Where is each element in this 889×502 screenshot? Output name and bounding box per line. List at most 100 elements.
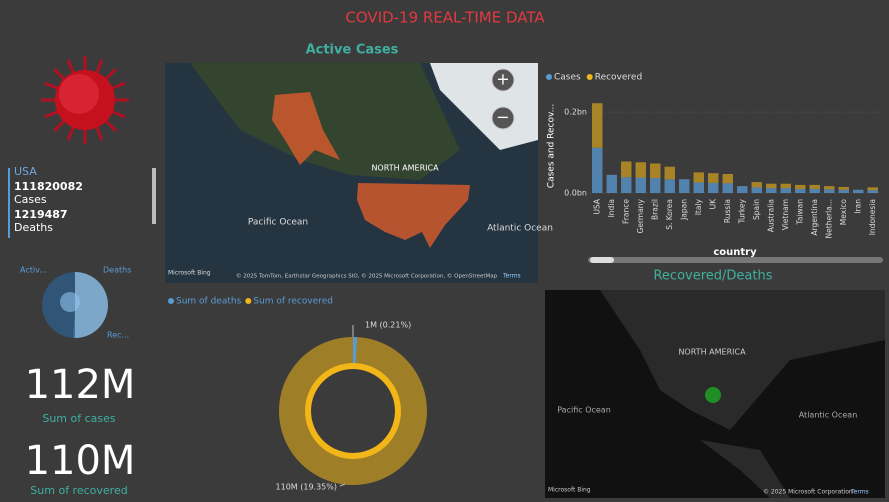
map-alaska xyxy=(272,92,340,165)
bar xyxy=(867,190,878,193)
highlight-ring xyxy=(305,363,401,459)
credit: © 2025 Microsoft Corporation xyxy=(763,489,853,496)
scrollbar[interactable] xyxy=(152,168,156,224)
donut-slice xyxy=(278,337,427,485)
scroll-thumb[interactable] xyxy=(590,257,614,263)
x-tick-label: Mexico xyxy=(839,199,848,226)
bar xyxy=(621,177,632,193)
kpi-value: 112M xyxy=(25,362,136,408)
country: USA xyxy=(14,165,37,178)
accent xyxy=(8,168,10,238)
terms[interactable]: Terms xyxy=(850,489,869,496)
pie-label: Deaths xyxy=(103,266,131,275)
bar xyxy=(708,173,719,183)
x-tick-label: Taiwan xyxy=(795,199,804,226)
zoom-in[interactable] xyxy=(491,68,515,92)
x-tick-label: Australia xyxy=(766,199,775,232)
kpi-value: 110M xyxy=(25,438,136,484)
legend-label: Sum of deaths xyxy=(176,297,242,307)
x-tick-label: Germany xyxy=(636,198,645,233)
x-tick-label: Spain xyxy=(752,199,761,220)
data-label: 1M (0.21%) xyxy=(365,321,411,330)
bar xyxy=(766,183,777,189)
pie-label: Activ... xyxy=(20,266,47,275)
virus-icon xyxy=(41,56,129,144)
x-tick-label: Netherla... xyxy=(824,199,833,238)
terms[interactable]: Terms xyxy=(502,273,521,280)
bar xyxy=(606,174,617,193)
bar xyxy=(592,103,603,148)
bar xyxy=(751,182,762,188)
bar xyxy=(693,182,704,193)
x-tick-label: Russia xyxy=(723,199,732,223)
bar xyxy=(693,172,704,183)
bar xyxy=(795,188,806,193)
map-land xyxy=(600,290,885,430)
legend-swatch xyxy=(168,298,174,304)
kpi-label: Sum of recovered xyxy=(30,484,127,497)
x-tick-label: Japan xyxy=(679,199,688,221)
pie-slice xyxy=(72,305,75,338)
bar xyxy=(722,173,733,184)
pie-center xyxy=(60,292,80,312)
ocean-label: Pacific Ocean xyxy=(557,406,611,415)
zoom-out-label[interactable]: − xyxy=(496,108,509,127)
bar xyxy=(635,162,646,178)
legend-label: Cases xyxy=(554,73,581,83)
map-title: Active Cases xyxy=(306,43,399,58)
donut-slice xyxy=(353,337,358,370)
bar xyxy=(650,163,661,179)
credit: © 2025 TomTom, Earthstar Geographics SIO… xyxy=(236,273,498,280)
x-tick-label: S. Korea xyxy=(665,199,674,230)
bar xyxy=(751,187,762,193)
x-tick-label: Turkey xyxy=(737,198,746,224)
cases-label: Cases xyxy=(14,193,47,206)
bar xyxy=(650,178,661,193)
brand: Microsoft Bing xyxy=(168,270,211,277)
x-axis-label: country xyxy=(713,247,757,258)
bar xyxy=(853,189,864,193)
bar xyxy=(838,189,849,193)
pie-label: Rec... xyxy=(107,331,129,340)
bar xyxy=(780,183,791,189)
bar xyxy=(809,188,820,193)
legend-swatch xyxy=(586,74,593,80)
scrollbar[interactable] xyxy=(588,257,883,263)
map-land xyxy=(700,440,790,498)
x-tick-label: Italy xyxy=(694,198,703,215)
x-tick-label: UK xyxy=(708,198,717,209)
zoom-in-label[interactable]: + xyxy=(496,70,509,89)
map-land xyxy=(190,63,460,180)
y-axis-label: Cases and Recov... xyxy=(547,104,557,188)
region-label: NORTH AMERICA xyxy=(371,164,439,173)
ocean-label: Pacific Ocean xyxy=(248,218,308,228)
map-bubble[interactable] xyxy=(705,387,721,403)
bar xyxy=(809,184,820,189)
zoom-out[interactable] xyxy=(491,106,515,130)
x-tick-label: Indonesia xyxy=(868,199,877,235)
y-tick-label: 0.0bn xyxy=(564,189,587,198)
x-tick-label: India xyxy=(607,199,616,217)
x-tick-label: Vietnam xyxy=(781,199,790,230)
legend-swatch xyxy=(245,298,252,304)
bar xyxy=(722,183,733,193)
map-title: Recovered/Deaths xyxy=(653,269,772,284)
bar xyxy=(621,161,632,178)
ocean-label: Atlantic Ocean xyxy=(799,411,858,420)
legend-label: Sum of recovered xyxy=(253,297,333,307)
leader xyxy=(339,483,346,487)
bar xyxy=(824,189,835,193)
bar xyxy=(766,188,777,193)
bar xyxy=(664,179,675,193)
x-tick-label: France xyxy=(621,199,630,224)
bar xyxy=(867,187,878,191)
bar xyxy=(824,186,835,190)
x-tick-label: Brazil xyxy=(650,199,659,220)
kpi-label: Sum of cases xyxy=(42,412,116,425)
bar xyxy=(679,179,690,193)
bar xyxy=(780,188,791,193)
region-label: NORTH AMERICA xyxy=(678,348,746,357)
x-tick-label: Argentina xyxy=(810,199,819,236)
bar xyxy=(635,177,646,193)
